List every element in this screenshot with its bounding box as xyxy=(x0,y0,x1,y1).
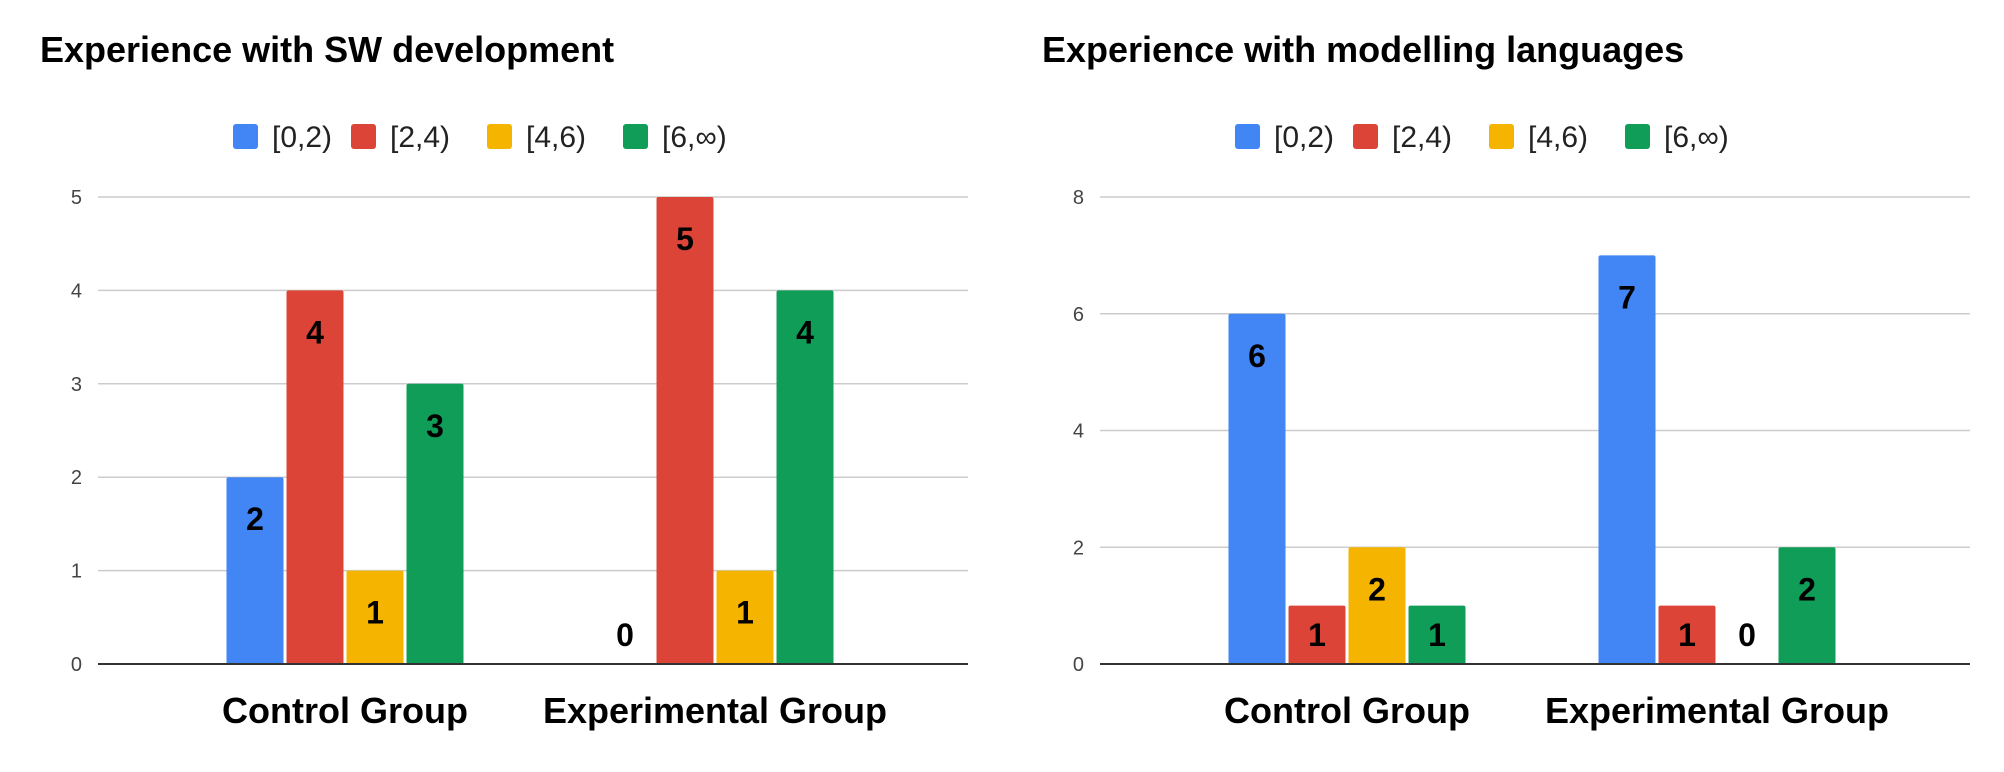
legend-item: [0,2) xyxy=(1235,121,1334,154)
bars: 6 1 2 1 7 1 0 2 xyxy=(1228,255,1836,664)
bar xyxy=(1778,547,1836,664)
legend-item: [4,6) xyxy=(487,121,586,154)
data-label: 3 xyxy=(426,408,444,444)
y-tick-label: 6 xyxy=(1073,304,1084,326)
bars: 2 4 1 3 0 5 1 4 xyxy=(226,197,834,664)
bar xyxy=(1408,605,1466,664)
legend-swatch xyxy=(1353,124,1378,149)
legend-label: [4,6) xyxy=(526,121,586,154)
data-label: 2 xyxy=(246,501,264,537)
legend-label: [6,∞) xyxy=(662,121,727,154)
data-label: 7 xyxy=(1618,279,1636,315)
y-tick-label: 2 xyxy=(71,467,82,489)
bar xyxy=(1288,605,1346,664)
bar xyxy=(716,570,774,664)
bar xyxy=(346,570,404,664)
legend-swatch xyxy=(487,124,512,149)
data-label: 1 xyxy=(1308,617,1326,653)
x-tick-label: Experimental Group xyxy=(1545,690,1889,731)
legend-item: [2,4) xyxy=(351,121,450,154)
y-tick-label: 0 xyxy=(71,654,82,676)
legend-swatch xyxy=(1489,124,1514,149)
legend-swatch xyxy=(1625,124,1650,149)
legend: [0,2) [2,4) [4,6) [6,∞) xyxy=(233,121,727,154)
x-tick-label: Control Group xyxy=(1224,690,1470,731)
data-label: 1 xyxy=(1428,617,1446,653)
bar xyxy=(656,197,714,664)
chart-title: Experience with modelling languages xyxy=(1042,29,1684,70)
y-tick-label: 5 xyxy=(71,187,82,209)
data-label: 6 xyxy=(1248,338,1266,374)
y-tick-label: 8 xyxy=(1073,187,1084,209)
bar xyxy=(226,477,284,664)
chart-title: Experience with SW development xyxy=(40,29,614,70)
data-label: 1 xyxy=(1678,617,1696,653)
bar xyxy=(286,290,344,664)
y-tick-label: 2 xyxy=(1073,537,1084,559)
legend-label: [2,4) xyxy=(390,121,450,154)
legend-item: [4,6) xyxy=(1489,121,1588,154)
data-label: 0 xyxy=(1738,617,1756,653)
legend-item: [2,4) xyxy=(1353,121,1452,154)
bar xyxy=(406,383,464,664)
legend-label: [6,∞) xyxy=(1664,121,1729,154)
legend-label: [0,2) xyxy=(272,121,332,154)
data-label: 4 xyxy=(796,314,814,350)
legend-swatch xyxy=(351,124,376,149)
legend-item: [0,2) xyxy=(233,121,332,154)
legend-item: [6,∞) xyxy=(1625,121,1729,154)
bar xyxy=(1658,605,1716,664)
data-label: 2 xyxy=(1368,571,1386,607)
chart-modelling-languages: Experience with modelling languages [0,2)… xyxy=(1042,29,1970,731)
legend-swatch xyxy=(1235,124,1260,149)
y-tick-label: 3 xyxy=(71,374,82,396)
bar xyxy=(776,290,834,664)
legend-label: [4,6) xyxy=(1528,121,1588,154)
legend-label: [0,2) xyxy=(1274,121,1334,154)
data-label: 4 xyxy=(306,314,324,350)
data-label: 1 xyxy=(366,595,384,631)
bar xyxy=(1228,313,1286,664)
y-tick-label: 4 xyxy=(71,280,82,302)
x-tick-label: Control Group xyxy=(222,690,468,731)
legend-swatch xyxy=(623,124,648,149)
chart-panel-sw-development: Experience with SW development [0,2) [2,4)… xyxy=(40,29,968,731)
legend-label: [2,4) xyxy=(1392,121,1452,154)
x-tick-label: Experimental Group xyxy=(543,690,887,731)
legend-swatch xyxy=(233,124,258,149)
data-label: 5 xyxy=(676,221,694,257)
legend-item: [6,∞) xyxy=(623,121,727,154)
y-tick-label: 1 xyxy=(71,561,82,583)
legend: [0,2) [2,4) [4,6) [6,∞) xyxy=(1235,121,1729,154)
data-label: 2 xyxy=(1798,571,1816,607)
chart-sw-development: Experience with SW development [0,2) [2,4)… xyxy=(40,29,968,731)
y-tick-label: 0 xyxy=(1073,654,1084,676)
chart-panel-modelling-languages: Experience with modelling languages [0,2)… xyxy=(1002,0,2004,772)
y-tick-label: 4 xyxy=(1073,421,1084,443)
data-label: 0 xyxy=(616,617,634,653)
bar xyxy=(1348,547,1406,664)
bar xyxy=(1598,255,1656,664)
data-label: 1 xyxy=(736,595,754,631)
